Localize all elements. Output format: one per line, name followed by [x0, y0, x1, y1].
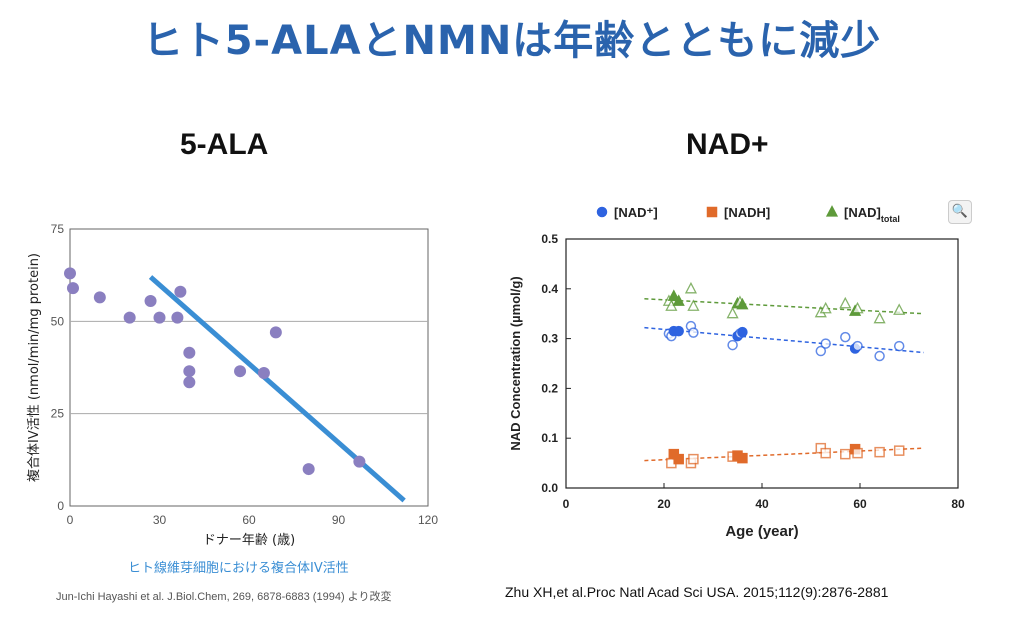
- left-x-tick-label: 60: [242, 513, 256, 527]
- right-x-tick-label: 60: [853, 497, 867, 511]
- left-data-point: [269, 326, 282, 339]
- left-x-tick-label: 90: [332, 513, 346, 527]
- left-citation: Jun-Ichi Hayashi et al. J.Biol.Chem, 269…: [56, 591, 392, 603]
- right-chart-heading: NAD+: [686, 128, 769, 161]
- right-y-axis-label: NAD Concentration (µmol/g): [508, 276, 523, 450]
- right-x-tick-label: 0: [563, 497, 570, 511]
- legend-marker-triangle: [825, 205, 839, 217]
- right-data-point-circle: [820, 338, 831, 349]
- right-data-point-square: [893, 445, 905, 456]
- left-chart-caption: ヒト線維芽細胞における複合体IV活性: [128, 561, 349, 576]
- left-data-point: [353, 455, 366, 468]
- right-data-point-triangle: [687, 299, 700, 311]
- right-data-point-square: [840, 448, 851, 460]
- magnifier-icon[interactable]: 🔍: [948, 200, 972, 224]
- right-data-point-triangle: [893, 303, 906, 315]
- right-data-point-circle: [874, 350, 885, 362]
- left-data-point: [183, 365, 196, 378]
- right-x-tick-label: 40: [755, 497, 769, 511]
- legend-label-circle: [NAD⁺]: [614, 205, 658, 220]
- right-trend-line-triangle: [644, 298, 924, 315]
- right-trend-line-circle: [644, 326, 924, 354]
- right-data-point-circle: [688, 327, 699, 338]
- right-y-tick-label: 0.1: [541, 431, 558, 445]
- right-x-tick-label: 20: [657, 497, 671, 511]
- right-data-point-triangle: [684, 281, 698, 294]
- right-plot-frame: [565, 238, 959, 489]
- left-x-tick-label: 120: [418, 513, 438, 527]
- right-data-point-square: [852, 447, 863, 459]
- left-data-point: [234, 365, 247, 378]
- left-data-point: [66, 282, 79, 295]
- right-citation: Zhu XH,et al.Proc Natl Acad Sci USA. 201…: [505, 584, 889, 600]
- right-data-point-square: [820, 447, 831, 459]
- right-data-point-circle: [893, 340, 905, 352]
- left-data-point: [257, 367, 270, 380]
- right-data-point-circle: [815, 345, 827, 357]
- right-data-point-triangle: [667, 289, 680, 301]
- left-data-point: [302, 463, 315, 476]
- right-data-point-circle: [673, 325, 684, 337]
- left-data-point: [93, 291, 106, 304]
- left-x-axis-label: ドナー年齢 (歳): [203, 533, 295, 548]
- right-data-point-circle: [737, 326, 748, 338]
- right-data-point-square: [673, 453, 684, 465]
- right-data-point-triangle: [819, 301, 832, 314]
- left-y-tick-label: 25: [51, 407, 65, 421]
- right-x-axis-label: Age (year): [725, 523, 798, 540]
- left-y-axis-label: 複合体IV活性 (nmol/min/mg protein): [26, 253, 42, 482]
- right-data-point-triangle: [736, 297, 749, 310]
- right-data-point-triangle: [839, 296, 852, 309]
- left-data-point: [183, 346, 196, 359]
- right-data-point-triangle: [726, 306, 739, 319]
- right-data-point-circle: [727, 339, 738, 351]
- legend-label-subscript: total: [881, 214, 900, 224]
- left-x-tick-label: 0: [67, 513, 74, 527]
- right-y-tick-label: 0.3: [541, 332, 558, 346]
- right-y-tick-label: 0.5: [541, 232, 558, 246]
- left-data-point: [153, 311, 166, 324]
- left-y-tick-label: 0: [57, 499, 64, 513]
- right-data-point-circle: [852, 340, 863, 352]
- left-plot-frame: [69, 228, 429, 507]
- right-y-tick-label: 0.0: [541, 481, 558, 495]
- legend-label-triangle: [NAD]total: [844, 205, 900, 224]
- slide-title: ヒト5-ALAとNMNは年齢とともに減少: [142, 18, 882, 64]
- right-data-point-triangle: [873, 311, 886, 324]
- left-x-tick-label: 30: [153, 513, 167, 527]
- legend-marker-circle: [596, 206, 608, 218]
- right-data-point-triangle: [851, 301, 864, 314]
- legend-marker-square: [706, 206, 718, 218]
- left-data-point: [183, 376, 196, 389]
- right-data-point-square: [737, 452, 748, 464]
- left-data-point: [64, 267, 76, 280]
- right-data-point-square: [688, 453, 699, 465]
- right-x-tick-label: 80: [951, 497, 965, 511]
- left-y-tick-label: 75: [51, 222, 65, 236]
- right-y-tick-label: 0.4: [541, 282, 558, 296]
- right-data-point-triangle: [672, 294, 685, 306]
- right-data-point-square: [874, 446, 885, 458]
- left-data-point: [174, 285, 187, 298]
- right-data-point-circle: [840, 331, 851, 343]
- left-data-point: [171, 311, 184, 324]
- left-data-point: [144, 295, 157, 308]
- legend-label-square: [NADH]: [724, 205, 770, 220]
- left-chart-heading: 5-ALA: [180, 128, 269, 161]
- left-y-tick-label: 50: [51, 314, 65, 328]
- right-y-tick-label: 0.2: [541, 381, 558, 395]
- left-data-point: [123, 311, 136, 324]
